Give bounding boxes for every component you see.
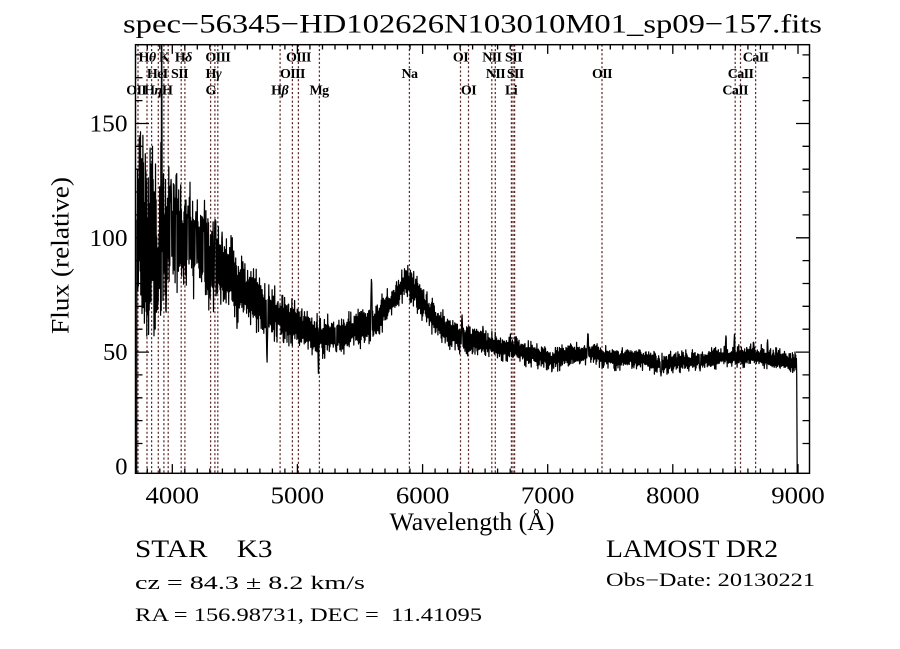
svg-text:OII: OII	[592, 67, 612, 82]
svg-text:spec−56345−HD102626N103010M01_: spec−56345−HD102626N103010M01_sp09−157.f…	[123, 9, 822, 39]
svg-text:OIII: OIII	[286, 51, 311, 66]
svg-text:100: 100	[90, 225, 128, 252]
svg-text:0: 0	[115, 454, 127, 481]
svg-text:STAR K3: STAR K3	[135, 536, 273, 563]
svg-text:CaII: CaII	[743, 51, 769, 66]
svg-text:Hγ: Hγ	[206, 67, 222, 82]
svg-text:9000: 9000	[771, 483, 825, 510]
svg-text:Hβ: Hβ	[271, 84, 289, 99]
svg-text:OI: OI	[461, 84, 476, 99]
svg-text:OII: OII	[126, 84, 146, 99]
svg-text:H: H	[162, 84, 173, 99]
svg-text:CaII: CaII	[728, 67, 754, 82]
svg-text:RA = 156.98731, DEC = 11.4109: RA = 156.98731, DEC = 11.41095	[135, 606, 482, 626]
svg-text:Na: Na	[401, 67, 418, 82]
svg-text:CaII: CaII	[722, 84, 748, 99]
svg-text:Hθ: Hθ	[139, 51, 157, 66]
svg-text:NII: NII	[486, 67, 505, 82]
svg-text:OIII: OIII	[205, 51, 230, 66]
svg-text:SII: SII	[507, 67, 524, 82]
svg-text:LAMOST DR2: LAMOST DR2	[606, 536, 778, 563]
svg-text:OI: OI	[453, 51, 468, 66]
svg-text:SII: SII	[505, 51, 522, 66]
svg-text:NII: NII	[482, 51, 501, 66]
svg-text:SII: SII	[171, 67, 188, 82]
svg-text:5000: 5000	[271, 483, 325, 510]
svg-text:HeI: HeI	[147, 67, 168, 82]
svg-text:OIII: OIII	[280, 67, 305, 82]
svg-text:Flux (relative): Flux (relative)	[48, 177, 75, 334]
svg-text:cz = 84.3 ± 8.2 km/s: cz = 84.3 ± 8.2 km/s	[135, 574, 365, 594]
svg-text:8000: 8000	[646, 483, 700, 510]
svg-text:4000: 4000	[146, 483, 200, 510]
svg-text:6000: 6000	[396, 483, 450, 510]
svg-text:Mg: Mg	[309, 84, 329, 99]
svg-text:150: 150	[90, 111, 128, 138]
svg-text:K: K	[159, 51, 170, 66]
svg-text:Wavelength (Å): Wavelength (Å)	[390, 509, 555, 536]
svg-text:Hδ: Hδ	[175, 51, 192, 66]
svg-text:Obs−Date: 20130221: Obs−Date: 20130221	[606, 571, 815, 591]
svg-text:Hη: Hη	[144, 84, 162, 99]
svg-text:50: 50	[103, 339, 128, 366]
svg-text:7000: 7000	[521, 483, 575, 510]
svg-text:Li: Li	[505, 84, 518, 99]
svg-text:G: G	[205, 84, 216, 99]
